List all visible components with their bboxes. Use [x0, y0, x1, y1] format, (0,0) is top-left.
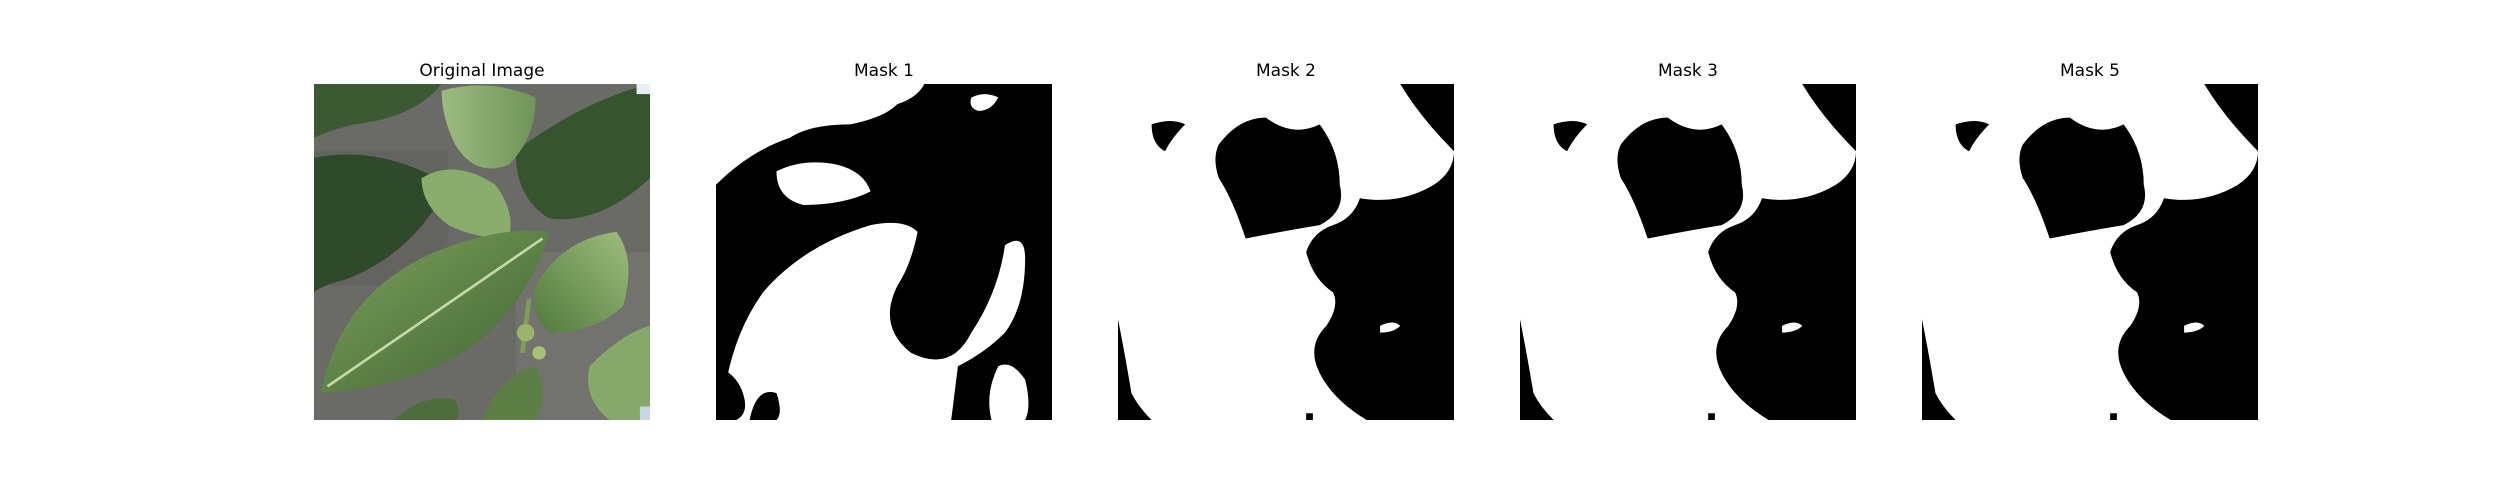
mask-image: [716, 84, 1052, 420]
mask-image: [1922, 84, 2258, 420]
panel-title: Mask 1: [853, 61, 914, 81]
panel-title: Mask 5: [2059, 61, 2120, 81]
mask-image: [1118, 84, 1454, 420]
original-leaf-photo: [314, 84, 650, 420]
mask-image: [1520, 84, 1856, 420]
panel-title: Mask 3: [1657, 61, 1718, 81]
panel-title: Mask 2: [1255, 61, 1316, 81]
panel-title: Original Image: [419, 61, 545, 81]
